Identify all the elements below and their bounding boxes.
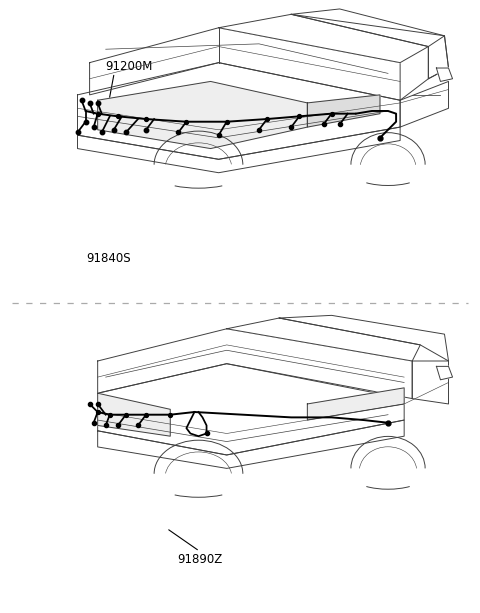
Polygon shape bbox=[428, 36, 448, 78]
Polygon shape bbox=[77, 63, 400, 159]
Polygon shape bbox=[77, 127, 400, 173]
Polygon shape bbox=[279, 315, 448, 361]
Polygon shape bbox=[412, 361, 448, 404]
Polygon shape bbox=[97, 82, 307, 148]
Polygon shape bbox=[97, 329, 412, 398]
Polygon shape bbox=[97, 393, 170, 436]
Polygon shape bbox=[307, 95, 380, 127]
Polygon shape bbox=[307, 388, 404, 420]
Polygon shape bbox=[227, 318, 420, 361]
Polygon shape bbox=[400, 82, 448, 127]
Polygon shape bbox=[436, 68, 453, 82]
Polygon shape bbox=[291, 9, 448, 78]
Text: 91890Z: 91890Z bbox=[177, 554, 222, 566]
Polygon shape bbox=[97, 420, 404, 468]
Polygon shape bbox=[436, 367, 453, 380]
Text: 91200M: 91200M bbox=[105, 59, 152, 72]
Text: 91840S: 91840S bbox=[86, 252, 131, 265]
Polygon shape bbox=[90, 28, 400, 101]
Polygon shape bbox=[219, 14, 428, 63]
Polygon shape bbox=[97, 364, 404, 455]
